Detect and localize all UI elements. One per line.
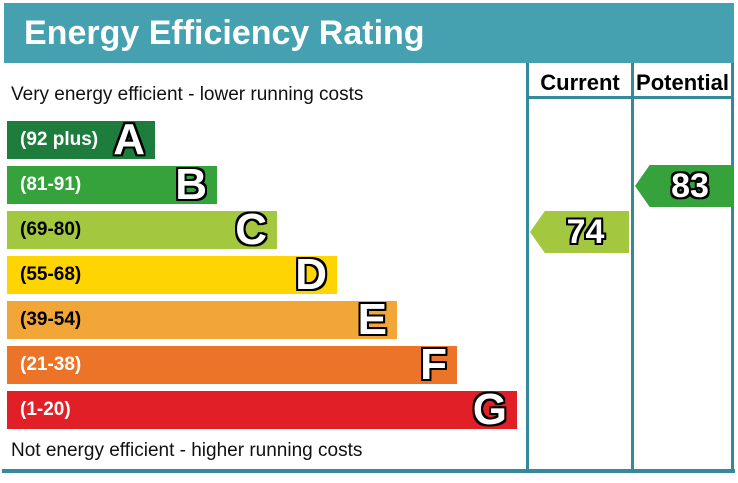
header-underline <box>526 96 734 99</box>
band-d-bar: (55-68) D <box>7 250 337 299</box>
band-e-bar: (39-54) E <box>7 295 397 344</box>
band-d-letter: D <box>295 250 327 299</box>
band-f-range: (21-38) <box>20 354 82 375</box>
current-column-left-divider <box>526 63 529 472</box>
band-d-range: (55-68) <box>20 264 82 285</box>
band-g-letter: G <box>472 385 507 434</box>
band-e-range: (39-54) <box>20 309 82 330</box>
bottom-note: Not energy efficient - higher running co… <box>11 440 363 461</box>
band-b-bar: (81-91) B <box>7 160 217 209</box>
potential-rating-arrow: 83 <box>635 165 733 207</box>
band-c-bar: (69-80) C <box>7 205 277 254</box>
page-title: Energy Efficiency Rating <box>4 3 734 63</box>
band-b-letter: B <box>175 160 207 209</box>
current-column-header: Current <box>540 70 620 95</box>
right-border <box>731 63 734 472</box>
band-f-bar: (21-38) F <box>7 340 457 389</box>
current-rating-arrow: 74 <box>530 211 629 253</box>
band-a-range: (92 plus) <box>20 129 99 150</box>
bottom-border <box>2 469 735 473</box>
band-g-bar: (1-20) G <box>7 385 517 434</box>
potential-column-left-divider <box>631 63 634 472</box>
band-g-range: (1-20) <box>20 399 71 420</box>
band-e-letter: E <box>357 295 387 344</box>
band-f-letter: F <box>420 340 447 389</box>
band-a-letter: A <box>113 115 145 164</box>
top-note: Very energy efficient - lower running co… <box>11 84 364 105</box>
band-a-bar: (92 plus) A <box>7 115 155 164</box>
potential-column-header: Potential <box>636 70 729 95</box>
band-c-range: (69-80) <box>20 219 82 240</box>
band-b-range: (81-91) <box>20 174 82 195</box>
potential-rating-value: 83 <box>671 167 709 205</box>
band-c-letter: C <box>235 205 267 254</box>
current-rating-value: 74 <box>566 213 605 251</box>
